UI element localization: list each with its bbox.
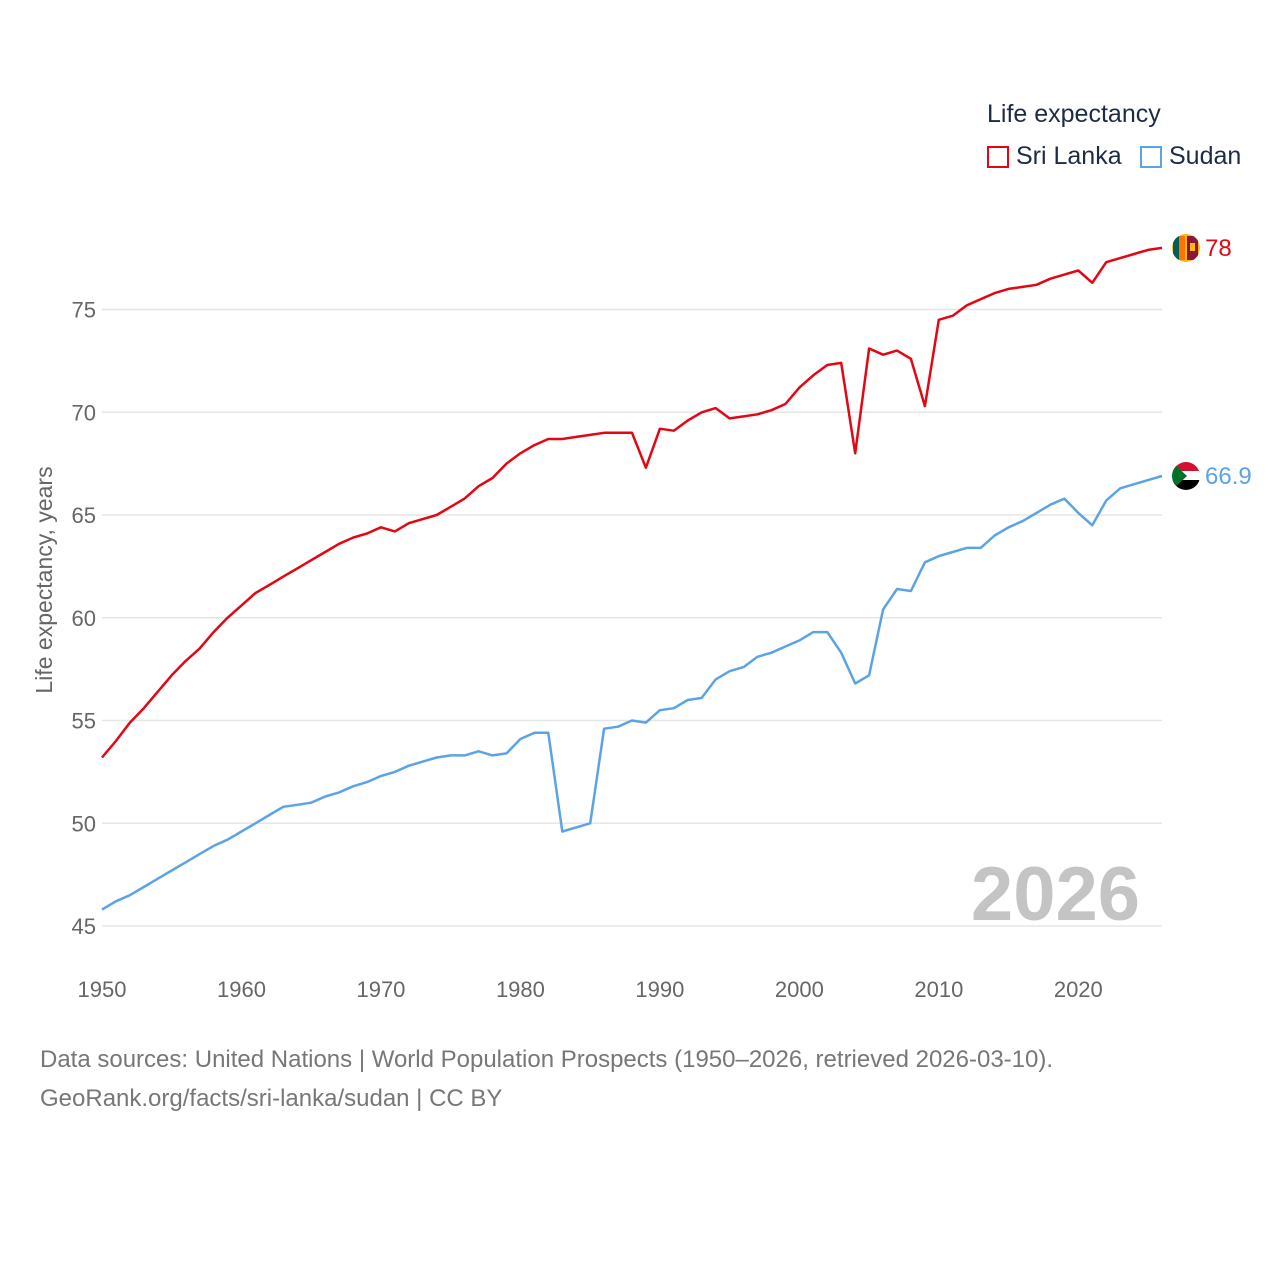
x-tick-label: 2000 [775,977,824,1002]
legend-swatch-sri-lanka [987,145,1009,168]
x-tick-label: 1950 [78,977,127,1002]
legend-label-sri-lanka: Sri Lanka [1016,142,1122,170]
legend-item-sri-lanka[interactable]: Sri Lanka [987,142,1122,171]
footer-credit[interactable]: GeoRank.org/facts/sri-lanka/sudan | CC B… [40,1085,503,1112]
x-tick-label: 1970 [356,977,405,1002]
sri-lanka-flag-icon [1172,234,1200,262]
x-tick-label: 2010 [914,977,963,1002]
y-tick-label: 70 [72,400,96,425]
y-tick-label: 65 [72,503,96,528]
legend-label-sudan: Sudan [1169,142,1242,170]
y-axis-label: Life expectancy, years [31,466,57,693]
series-line-sudan[interactable] [101,474,1163,911]
end-label-sudan: 66.9 [1205,463,1252,490]
x-axis-ticks: 1950 1960 1970 1980 1990 2000 2010 2020 [78,977,1103,1002]
x-tick-label: 1980 [496,977,545,1002]
year-watermark: 2026 [971,852,1140,937]
x-tick-label: 1960 [217,977,266,1002]
y-tick-label: 75 [72,298,96,323]
y-tick-label: 50 [72,811,96,836]
y-axis-ticks: 45 50 55 60 65 70 75 [72,298,96,940]
legend-title: Life expectancy [987,100,1161,128]
y-tick-label: 55 [72,709,96,734]
footer-sources: Data sources: United Nations | World Pop… [40,1046,1054,1073]
grid-lines [102,308,1162,927]
y-tick-label: 45 [72,914,96,939]
y-tick-label: 60 [72,606,96,631]
x-tick-label: 2020 [1054,977,1103,1002]
end-label-sri-lanka: 78 [1205,235,1232,262]
series-lines [101,246,1163,911]
legend-item-sudan[interactable]: Sudan [1140,142,1241,171]
x-tick-label: 1990 [635,977,684,1002]
legend-swatch-sudan [1140,145,1162,168]
sudan-flag-icon [1172,462,1200,490]
series-line-sri-lanka[interactable] [101,246,1163,759]
end-labels: 78 66.9 [1205,235,1252,490]
